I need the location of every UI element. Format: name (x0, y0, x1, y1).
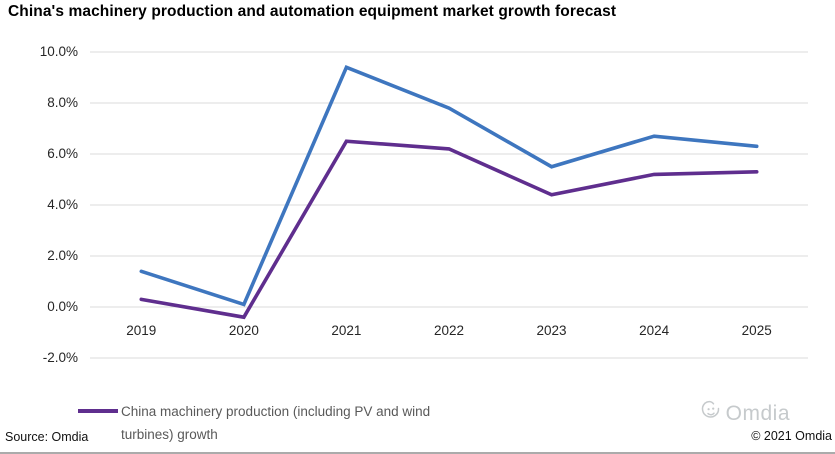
series-line-purple (139, 139, 759, 320)
legend: China machinery production (including PV… (78, 400, 483, 446)
x-axis-tick-label: 2023 (536, 323, 567, 338)
y-axis-tick-label: 6.0% (47, 146, 78, 161)
x-axis-tick-label: 2020 (228, 323, 259, 338)
x-axis-tick-label: 2022 (433, 323, 465, 338)
omdia-logo: Omdia (698, 399, 790, 428)
copyright-note: © 2021 Omdia (751, 429, 832, 443)
x-axis-tick-label: 2024 (639, 323, 670, 338)
chart-svg (90, 51, 808, 359)
series-line-blue (139, 64, 759, 307)
y-axis-tick-label: 4.0% (47, 197, 78, 212)
x-axis-tick-label: 2019 (126, 323, 157, 338)
y-axis-tick-label: -2.0% (42, 350, 78, 365)
y-axis-tick-label: 8.0% (47, 95, 78, 110)
y-axis-tick-label: 2.0% (47, 248, 78, 263)
plot-area: 10.0% 8.0% 6.0% 4.0% 2.0% 0.0% -2.0% 2019 2020 20… (0, 35, 835, 365)
y-axis-tick-label: 10.0% (39, 44, 78, 59)
omdia-swirl-icon (698, 399, 722, 428)
omdia-logo-text: Omdia (725, 401, 790, 425)
x-axis-tick-label: 2021 (331, 323, 362, 338)
y-axis-tick-label: 0.0% (47, 299, 78, 314)
legend-label: China machinery production (including PV… (121, 404, 431, 442)
legend-line-sample (78, 409, 118, 413)
x-axis-tick-label: 2025 (741, 323, 772, 338)
source-note: Source: Omdia (5, 430, 89, 444)
chart-title: China's machinery production and automat… (8, 3, 617, 20)
